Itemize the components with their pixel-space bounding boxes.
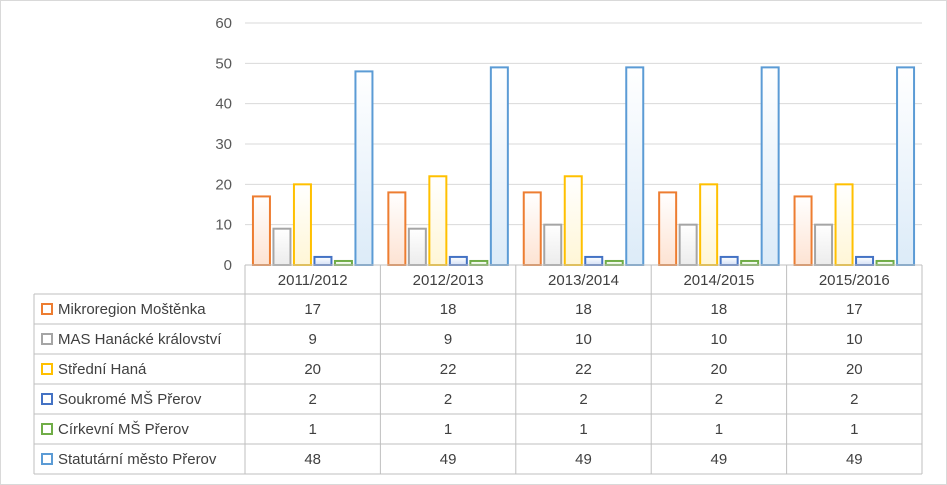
bar xyxy=(428,175,448,267)
x-tick-label: 2014/2015 xyxy=(683,272,754,289)
legend-key xyxy=(41,333,53,345)
data-label: 20 xyxy=(304,361,321,378)
data-label: 48 xyxy=(304,451,321,468)
data-label: 9 xyxy=(444,331,452,348)
x-tick-label: 2011/2012 xyxy=(278,272,348,289)
data-label: 10 xyxy=(711,331,728,348)
bar xyxy=(875,259,895,267)
bar xyxy=(760,66,780,267)
data-label: 18 xyxy=(575,301,592,318)
data-label: 2 xyxy=(715,391,723,408)
data-label: 17 xyxy=(304,301,321,318)
bar xyxy=(584,255,604,266)
data-label: 9 xyxy=(309,331,317,348)
bar xyxy=(658,191,678,266)
series-name: Statutární město Přerov xyxy=(58,451,217,468)
bar xyxy=(251,195,271,266)
gridlines xyxy=(245,22,922,226)
bar xyxy=(625,66,645,267)
bar xyxy=(563,175,583,267)
y-tick-label: 30 xyxy=(215,136,232,153)
bar xyxy=(855,255,875,266)
data-label: 18 xyxy=(440,301,457,318)
data-label: 17 xyxy=(846,301,863,318)
bar xyxy=(354,70,374,267)
data-label: 49 xyxy=(846,451,863,468)
y-tick-label: 0 xyxy=(224,257,232,274)
bar xyxy=(469,259,489,267)
data-label: 49 xyxy=(440,451,457,468)
data-label: 49 xyxy=(711,451,728,468)
bar xyxy=(719,255,739,266)
data-label: 1 xyxy=(309,421,317,438)
data-label: 22 xyxy=(575,361,592,378)
data-label: 22 xyxy=(440,361,457,378)
data-label: 1 xyxy=(715,421,723,438)
bar xyxy=(522,191,542,266)
data-label: 1 xyxy=(444,421,452,438)
bar xyxy=(604,259,624,267)
data-label: 10 xyxy=(846,331,863,348)
bar xyxy=(387,191,407,266)
series-name: Soukromé MŠ Přerov xyxy=(58,391,202,408)
bar xyxy=(814,223,834,266)
data-label: 1 xyxy=(579,421,587,438)
data-label: 49 xyxy=(575,451,592,468)
y-tick-label: 20 xyxy=(215,176,232,193)
y-tick-label: 50 xyxy=(215,55,232,72)
data-label: 20 xyxy=(846,361,863,378)
bar xyxy=(699,183,719,266)
y-tick-label: 10 xyxy=(215,217,232,234)
x-tick-label: 2015/2016 xyxy=(819,272,890,289)
bar xyxy=(678,223,698,266)
series-name: Mikroregion Moštěnka xyxy=(58,301,206,318)
bar xyxy=(313,255,333,266)
x-tick-label: 2012/2013 xyxy=(413,272,484,289)
bar xyxy=(740,259,760,267)
bar xyxy=(489,66,509,267)
bars xyxy=(251,66,916,267)
series-name: MAS Hanácké království xyxy=(58,331,222,348)
series-name: Církevní MŠ Přerov xyxy=(58,421,189,438)
data-label: 10 xyxy=(575,331,592,348)
bar xyxy=(333,259,353,267)
legend-key xyxy=(41,393,53,405)
data-label: 18 xyxy=(711,301,728,318)
data-label: 2 xyxy=(579,391,587,408)
legend-key xyxy=(41,423,53,435)
data-label: 2 xyxy=(444,391,452,408)
x-tick-label: 2013/2014 xyxy=(548,272,619,289)
series-name: Střední Haná xyxy=(58,361,147,378)
legend-key xyxy=(41,453,53,465)
bar xyxy=(448,255,468,266)
legend-key xyxy=(41,303,53,315)
bar xyxy=(543,223,563,266)
y-axis-tick-labels: 0 10 20 30 40 50 60 xyxy=(215,15,232,274)
data-table: 2011/2012 2012/2013 2013/2014 2014/2015 2015… xyxy=(33,264,923,475)
bar xyxy=(896,66,916,267)
bar xyxy=(793,195,813,266)
data-label: 2 xyxy=(850,391,858,408)
data-label: 2 xyxy=(309,391,317,408)
data-label: 20 xyxy=(711,361,728,378)
y-tick-label: 40 xyxy=(215,96,232,113)
bar xyxy=(407,227,427,266)
data-label: 1 xyxy=(850,421,858,438)
y-tick-label: 60 xyxy=(215,15,232,32)
bar xyxy=(834,183,854,266)
legend-key xyxy=(41,363,53,375)
bar xyxy=(292,183,312,266)
bar xyxy=(272,227,292,266)
